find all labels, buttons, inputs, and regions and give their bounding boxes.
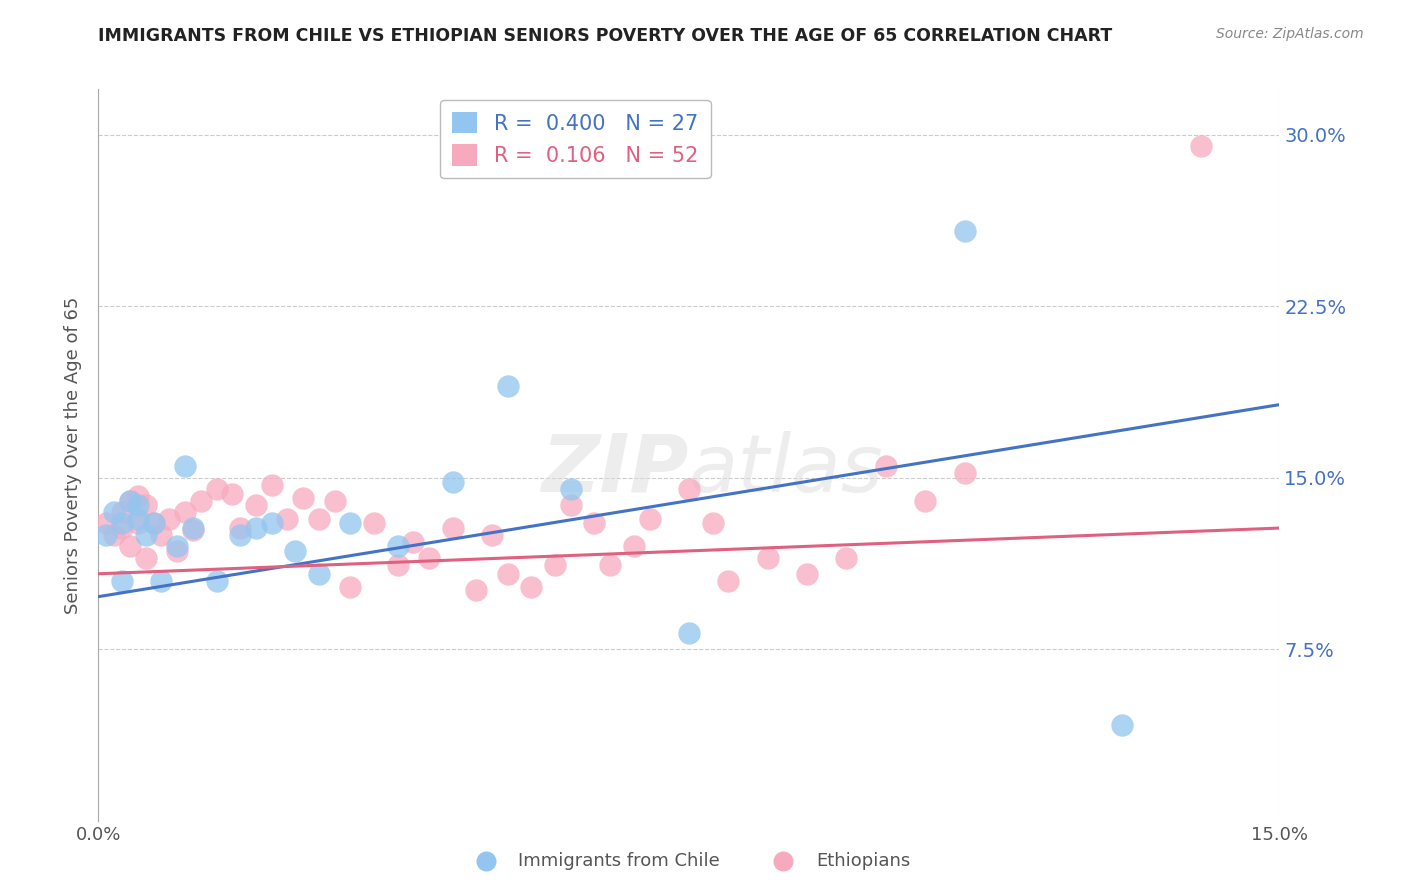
Point — [560, 498, 582, 512]
Text: atlas: atlas — [689, 431, 884, 508]
Point — [441, 521, 464, 535]
Point — [875, 459, 897, 474]
Point — [103, 505, 125, 519]
Point — [465, 582, 488, 597]
Point — [157, 512, 180, 526]
Point — [166, 539, 188, 553]
Point — [583, 516, 606, 531]
Point — [544, 558, 567, 572]
Point — [150, 528, 173, 542]
Point — [496, 379, 519, 393]
Point — [678, 626, 700, 640]
Point — [135, 528, 157, 542]
Point — [260, 477, 283, 491]
Point — [205, 574, 228, 588]
Point — [229, 521, 252, 535]
Point — [127, 489, 149, 503]
Text: IMMIGRANTS FROM CHILE VS ETHIOPIAN SENIORS POVERTY OVER THE AGE OF 65 CORRELATIO: IMMIGRANTS FROM CHILE VS ETHIOPIAN SENIO… — [98, 27, 1112, 45]
Point — [135, 550, 157, 565]
Point — [678, 482, 700, 496]
Point — [717, 574, 740, 588]
Point — [111, 505, 134, 519]
Point — [96, 528, 118, 542]
Point — [118, 493, 141, 508]
Point — [441, 475, 464, 490]
Point — [953, 224, 976, 238]
Point — [181, 524, 204, 538]
Point — [96, 516, 118, 531]
Point — [118, 539, 141, 553]
Point — [127, 498, 149, 512]
Point — [142, 516, 165, 531]
Y-axis label: Seniors Poverty Over the Age of 65: Seniors Poverty Over the Age of 65 — [65, 296, 83, 614]
Text: ZIP: ZIP — [541, 431, 689, 508]
Point — [323, 493, 346, 508]
Point — [111, 574, 134, 588]
Point — [387, 539, 409, 553]
Point — [638, 512, 661, 526]
Point — [339, 581, 361, 595]
Point — [914, 493, 936, 508]
Point — [245, 521, 267, 535]
Legend: Immigrants from Chile, Ethiopians: Immigrants from Chile, Ethiopians — [461, 845, 917, 878]
Point — [292, 491, 315, 506]
Point — [205, 482, 228, 496]
Point — [190, 493, 212, 508]
Point — [756, 550, 779, 565]
Point — [363, 516, 385, 531]
Point — [118, 493, 141, 508]
Point — [835, 550, 858, 565]
Point — [103, 528, 125, 542]
Point — [174, 459, 197, 474]
Point — [1111, 717, 1133, 731]
Point — [339, 516, 361, 531]
Point — [1189, 139, 1212, 153]
Point — [308, 512, 330, 526]
Point — [308, 566, 330, 581]
Point — [560, 482, 582, 496]
Point — [135, 498, 157, 512]
Point — [284, 544, 307, 558]
Point — [702, 516, 724, 531]
Point — [150, 574, 173, 588]
Point — [387, 558, 409, 572]
Point — [953, 466, 976, 480]
Point — [402, 534, 425, 549]
Point — [599, 558, 621, 572]
Point — [496, 566, 519, 581]
Point — [127, 512, 149, 526]
Point — [276, 512, 298, 526]
Point — [796, 566, 818, 581]
Point — [142, 516, 165, 531]
Point — [229, 528, 252, 542]
Point — [623, 539, 645, 553]
Point — [245, 498, 267, 512]
Point — [127, 516, 149, 531]
Text: Source: ZipAtlas.com: Source: ZipAtlas.com — [1216, 27, 1364, 41]
Point — [111, 516, 134, 531]
Point — [418, 550, 440, 565]
Point — [481, 528, 503, 542]
Point — [174, 505, 197, 519]
Point — [260, 516, 283, 531]
Point — [520, 581, 543, 595]
Point — [166, 544, 188, 558]
Point — [111, 521, 134, 535]
Point — [221, 487, 243, 501]
Point — [181, 521, 204, 535]
